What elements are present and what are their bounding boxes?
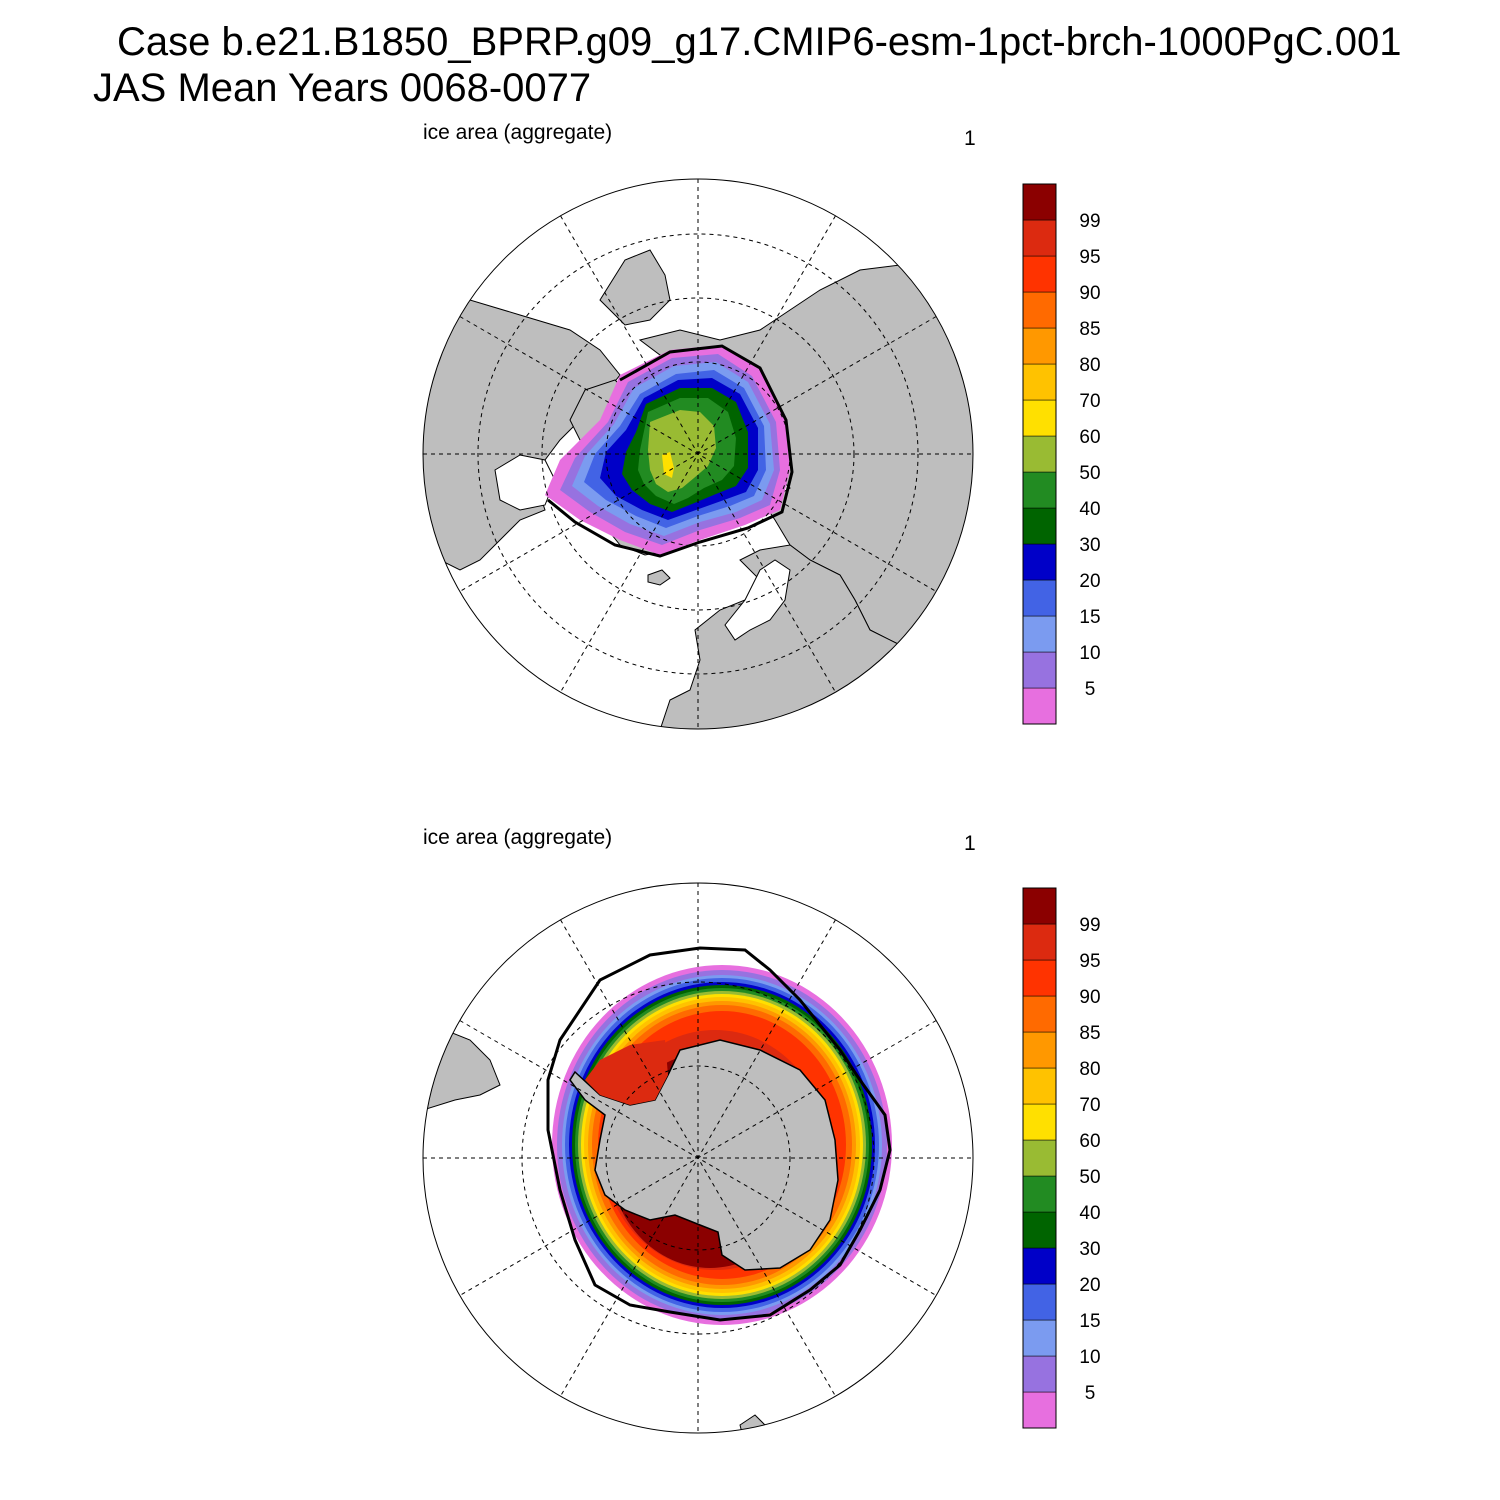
south-colorbar-box-8: [1022, 1103, 1057, 1141]
north-colorbar-box-7: [1022, 435, 1057, 473]
south-colorbar-box-4: [1022, 1247, 1057, 1285]
north-graticule: [423, 179, 973, 729]
north-land-scandinavia: [724, 559, 791, 641]
north-map-border: [422, 178, 974, 730]
north-panel-variable-label: ice area (aggregate): [423, 121, 613, 144]
north-panel-units-label: 1: [964, 127, 976, 150]
south-land-antarctica: [569, 1039, 839, 1271]
case-title: Case b.e21.B1850_BPRP.g09_g17.CMIP6-esm-…: [117, 20, 1402, 64]
south-colorbar-box-5: [1022, 1211, 1057, 1249]
south-colorbar-frame: [1022, 887, 1057, 1429]
north-colorbar-box-12: [1022, 255, 1057, 293]
south-colorbar-box-14: [1022, 887, 1057, 925]
north-colorbar-box-8: [1022, 399, 1057, 437]
north-colorbar-box-3: [1022, 579, 1057, 617]
south-colorbar-box-6: [1022, 1175, 1057, 1213]
north-colorbar-tick-label: 99: [1079, 211, 1100, 232]
south-colorbar-tick-label: 85: [1079, 1023, 1100, 1044]
south-colorbar-box-10: [1022, 1031, 1057, 1069]
north-colorbar-box-1: [1022, 651, 1057, 689]
north-colorbar-box-4: [1022, 543, 1057, 581]
south-colorbar-box-7: [1022, 1139, 1057, 1177]
south-colorbar-box-1: [1022, 1355, 1057, 1393]
north-colorbar-box-0: [1022, 687, 1057, 725]
north-colorbar-tick-label: 60: [1079, 427, 1100, 448]
south-colorbar-box-2: [1022, 1319, 1057, 1357]
north-colorbar-box-14: [1022, 183, 1057, 221]
south-panel-units-label: 1: [964, 832, 976, 855]
south-graticule: [423, 883, 973, 1433]
north-colorbar-box-6: [1022, 471, 1057, 509]
south-map-border: [422, 882, 974, 1434]
season-years-title: JAS Mean Years 0068-0077: [93, 66, 592, 110]
south-colorbar-box-13: [1022, 923, 1057, 961]
north-ice-band-70: [662, 452, 674, 478]
north-ice-extent-contour: [547, 344, 794, 558]
south-colorbar-box-3: [1022, 1283, 1057, 1321]
north-colorbar-tick-label: 90: [1079, 283, 1100, 304]
south-polar-map: [422, 882, 974, 1434]
south-colorbar-tick-label: 90: [1079, 987, 1100, 1008]
south-sea-ice: [546, 946, 892, 1325]
south-colorbar-tick-label: 80: [1079, 1059, 1100, 1080]
south-colorbar-tick-label: 95: [1079, 951, 1100, 972]
south-colorbar-tick-label: 40: [1079, 1203, 1100, 1224]
south-ice-extent-contour: [546, 946, 892, 1322]
north-colorbar-box-5: [1022, 507, 1057, 545]
north-colorbar-box-10: [1022, 327, 1057, 365]
south-panel-variable-label: ice area (aggregate): [423, 826, 613, 849]
south-colorbar-tick-label: 20: [1079, 1275, 1100, 1296]
south-colorbar-box-9: [1022, 1067, 1057, 1105]
south-colorbar-tick-label: 99: [1079, 915, 1100, 936]
north-colorbar-tick-label: 85: [1079, 319, 1100, 340]
north-colorbar-tick-label: 80: [1079, 355, 1100, 376]
north-colorbar-frame: [1022, 183, 1057, 725]
north-colorbar-tick-label: 40: [1079, 499, 1100, 520]
north-colorbar-tick-label: 20: [1079, 571, 1100, 592]
north-colorbar-tick-label: 5: [1085, 679, 1096, 700]
south-colorbar-box-0: [1022, 1391, 1057, 1429]
south-colorbar-tick-label: 10: [1079, 1347, 1100, 1368]
north-land-iceland: [647, 569, 671, 586]
north-colorbar-tick-label: 50: [1079, 463, 1100, 484]
south-colorbar-tick-label: 50: [1079, 1167, 1100, 1188]
south-colorbar-box-11: [1022, 995, 1057, 1033]
south-colorbar-tick-label: 5: [1085, 1383, 1096, 1404]
south-ice-weddell-inner: [585, 1040, 668, 1105]
south-colorbar-tick-label: 15: [1079, 1311, 1100, 1332]
north-colorbar-tick-label: 95: [1079, 247, 1100, 268]
south-colorbar-tick-label: 30: [1079, 1239, 1100, 1260]
north-polar-map: [422, 178, 974, 730]
north-colorbar-tick-label: 10: [1079, 643, 1100, 664]
north-colorbar-tick-label: 30: [1079, 535, 1100, 556]
north-colorbar-tick-label: 70: [1079, 391, 1100, 412]
north-colorbar: 5 10 15 20 30 40 50 60 70 80 85 90 95 99: [1022, 183, 1101, 725]
south-colorbar: 5 10 15 20 30 40 50 60 70 80 85 90 95 99: [1022, 887, 1101, 1429]
north-land-alaska: [599, 249, 671, 326]
north-sea-ice: [545, 344, 794, 558]
north-colorbar-tick-label: 15: [1079, 607, 1100, 628]
north-colorbar-box-11: [1022, 291, 1057, 329]
north-colorbar-box-9: [1022, 363, 1057, 401]
north-colorbar-box-2: [1022, 615, 1057, 653]
south-colorbar-tick-label: 70: [1079, 1095, 1100, 1116]
south-colorbar-tick-label: 60: [1079, 1131, 1100, 1152]
south-colorbar-box-12: [1022, 959, 1057, 997]
north-colorbar-box-13: [1022, 219, 1057, 257]
